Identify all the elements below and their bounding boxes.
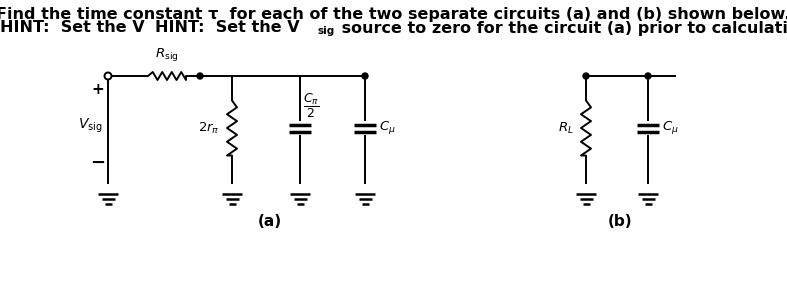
Text: $2r_\pi$: $2r_\pi$: [198, 120, 220, 136]
Text: (b): (b): [608, 215, 632, 229]
Text: −: −: [91, 154, 105, 172]
Text: HINT:  Set the V: HINT: Set the V: [0, 21, 145, 35]
Text: $C_\mu$: $C_\mu$: [662, 119, 678, 136]
Text: $C_\mu$: $C_\mu$: [379, 119, 396, 136]
Text: (a): (a): [258, 215, 282, 229]
Circle shape: [362, 73, 368, 79]
Text: Find the time constant τ  for each of the two separate circuits (a) and (b) show: Find the time constant τ for each of the…: [0, 7, 787, 21]
Circle shape: [197, 73, 203, 79]
Text: +: +: [91, 83, 105, 97]
Circle shape: [583, 73, 589, 79]
Circle shape: [645, 73, 651, 79]
Circle shape: [105, 72, 112, 80]
Text: $R_L$: $R_L$: [558, 120, 574, 136]
Text: source to zero for the circuit (a) prior to calculating τ.: source to zero for the circuit (a) prior…: [336, 21, 787, 35]
Text: sig: sig: [318, 26, 335, 36]
Text: HINT:  Set the V: HINT: Set the V: [155, 21, 300, 35]
Text: $R_{\rm sig}$: $R_{\rm sig}$: [155, 46, 179, 63]
Text: $V_{\rm sig}$: $V_{\rm sig}$: [78, 117, 102, 135]
Text: $\dfrac{C_\pi}{2}$: $\dfrac{C_\pi}{2}$: [303, 92, 320, 120]
